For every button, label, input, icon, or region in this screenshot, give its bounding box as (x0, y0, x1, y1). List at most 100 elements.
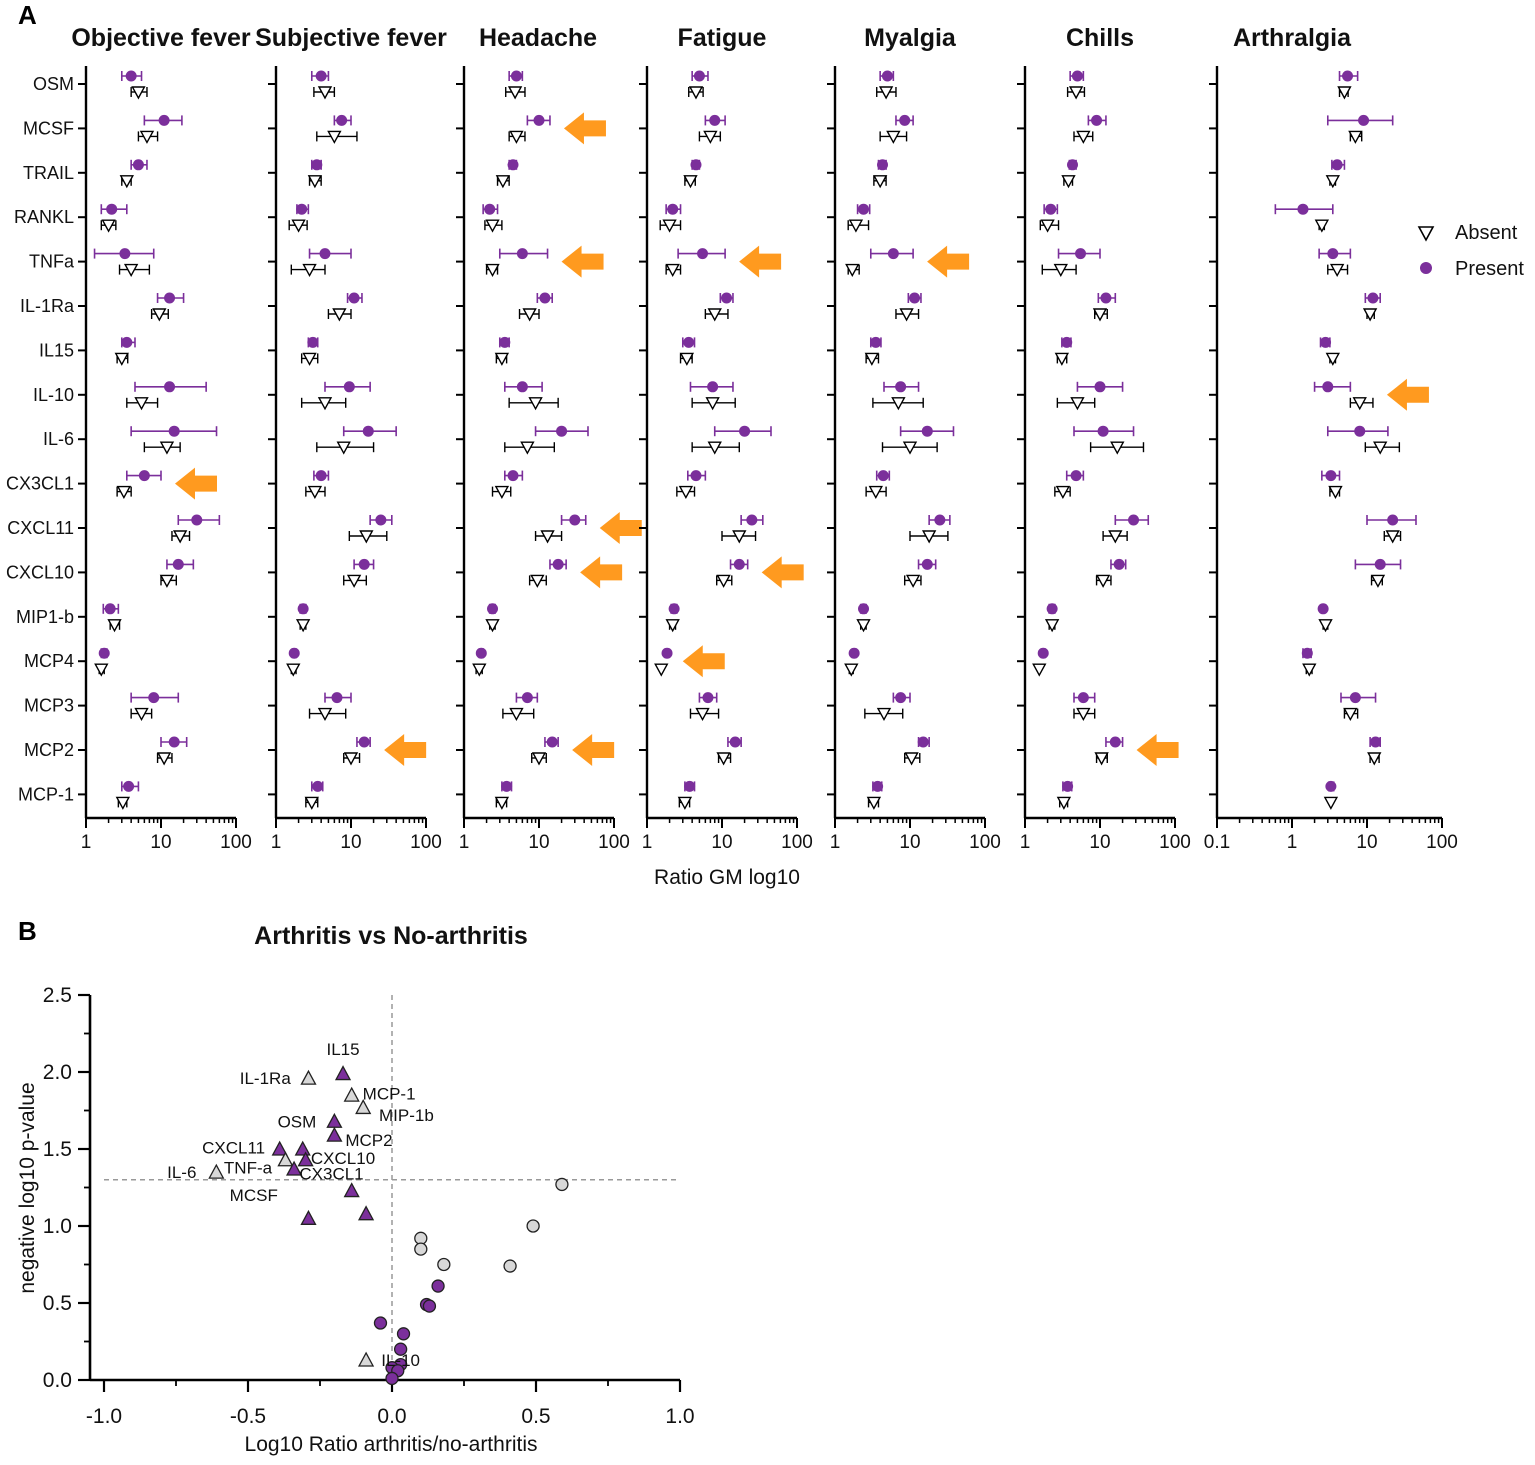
circle-point (422, 1299, 437, 1313)
forest-panel-7: Arthralgia 0.1 1 10 100 (1204, 24, 1458, 853)
present-point (858, 203, 870, 215)
present-point (721, 292, 733, 304)
present-point (1071, 70, 1083, 82)
present-point (546, 736, 558, 748)
absent-point (1076, 130, 1091, 144)
absent-point (1055, 485, 1071, 500)
present-point (917, 736, 929, 748)
present-point (1367, 292, 1379, 304)
present-point (1374, 558, 1386, 570)
present-point (877, 159, 889, 171)
triangle-point (208, 1163, 225, 1179)
legend-absent-label: Absent (1455, 222, 1518, 244)
absent-point (868, 485, 883, 500)
present-point (1061, 336, 1073, 348)
absent-point (1061, 175, 1076, 189)
absent-point (509, 707, 524, 722)
present-point (690, 159, 702, 171)
absent-point (1095, 574, 1111, 588)
highlight-arrow (927, 245, 970, 278)
absent-point (1302, 663, 1317, 677)
absent-point (332, 308, 347, 322)
absent-point (156, 752, 172, 766)
y-tick-label: 2.0 (43, 1061, 72, 1084)
present-point (312, 780, 324, 792)
present-point (1067, 159, 1079, 171)
present-point (1370, 736, 1382, 748)
cytokine-label: MCP3 (24, 696, 74, 716)
present-point (375, 514, 387, 526)
present-point (569, 514, 581, 526)
y-tick-label: 1.0 (43, 1215, 72, 1238)
circle-point (393, 1342, 408, 1356)
present-point (98, 647, 110, 659)
highlight-arrow (580, 556, 623, 589)
triangle-point (326, 1112, 343, 1128)
cytokine-label: MCP-1 (18, 784, 74, 804)
highlight-arrow (563, 112, 606, 145)
absent-point (707, 441, 722, 455)
highlight-arrow (561, 245, 604, 278)
x-tick-label: 10 (899, 832, 920, 853)
present-point (693, 70, 705, 82)
present-point (121, 336, 133, 348)
present-point (690, 470, 702, 482)
triangle-point (285, 1160, 303, 1176)
present-point (733, 558, 745, 570)
absent-point (654, 663, 669, 677)
panel-a-forest-plots: Objective fever 1 10 100 OSM MCSF TRAIL RANKL TN… (6, 24, 1458, 853)
absent-point (876, 707, 892, 722)
absent-point (494, 352, 510, 366)
x-tick-label: 100 (220, 832, 252, 853)
forest-panel-6: Chills 1 10 100 (1017, 24, 1191, 853)
present-point (315, 70, 327, 82)
panel-title: Objective fever (71, 24, 251, 52)
present-point (684, 780, 696, 792)
circle-point (414, 1242, 428, 1256)
panel-title: Chills (1066, 24, 1134, 52)
absent-point (1385, 530, 1400, 544)
absent-point (307, 175, 323, 189)
point-label: MIP-1b (379, 1106, 434, 1125)
highlight-arrow (599, 512, 642, 544)
present-point (191, 514, 203, 526)
present-point (1062, 780, 1074, 792)
present-point (934, 514, 946, 526)
present-point (1091, 114, 1103, 126)
present-point (921, 558, 933, 570)
absent-point (317, 86, 333, 100)
cytokine-label: TRAIL (23, 163, 74, 183)
present-point (533, 114, 545, 126)
legend-present-label: Present (1455, 258, 1524, 280)
present-point (521, 692, 533, 704)
absent-point (902, 441, 918, 455)
present-point (348, 292, 360, 304)
highlight-arrow (739, 245, 782, 278)
triangle-point (334, 1065, 352, 1081)
present-point (331, 692, 343, 704)
cytokine-label: IL-10 (33, 385, 74, 405)
absent-point (107, 619, 122, 633)
absent-point (1040, 219, 1055, 233)
present-point (1113, 558, 1125, 570)
absent-point (1325, 352, 1340, 366)
panel-b-title: Arthritis vs No-arthritis (254, 922, 528, 950)
absent-point (678, 485, 694, 500)
absent-point (485, 263, 500, 278)
present-point (172, 558, 184, 570)
absent-point (683, 175, 698, 189)
point-label: MCP-1 (363, 1085, 416, 1104)
triangle-point (357, 1351, 375, 1367)
panel-title: Headache (479, 24, 597, 52)
cytokine-label: MIP1-b (16, 607, 74, 627)
absent-point (115, 796, 131, 810)
absent-point (904, 752, 919, 766)
present-point (1046, 603, 1058, 615)
present-point (909, 292, 921, 304)
x-tick-label: 100 (781, 832, 813, 853)
present-point (707, 381, 719, 393)
absent-point (494, 485, 510, 500)
absent-point (856, 619, 871, 633)
point-label: IL-10 (381, 1351, 420, 1370)
